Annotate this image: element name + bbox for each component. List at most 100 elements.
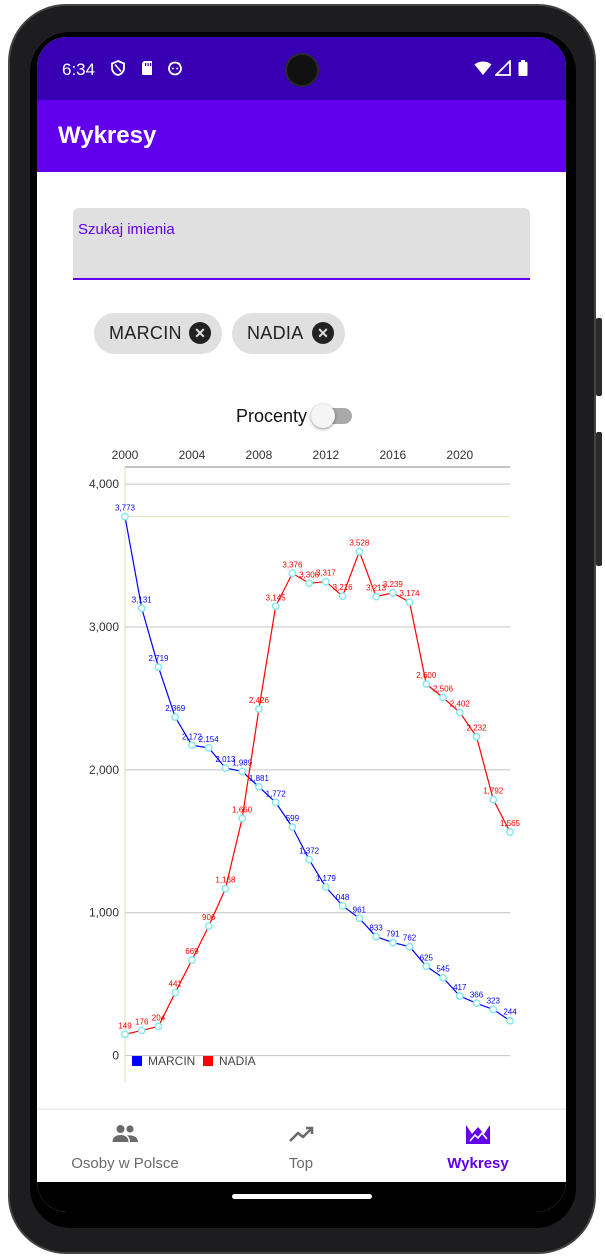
data-point-marcin xyxy=(121,512,129,521)
data-point-marcin xyxy=(388,938,397,947)
data-point-nadia xyxy=(121,1030,129,1039)
data-label-nadia: 3,376 xyxy=(282,560,303,569)
chip-close-icon[interactable]: ✕ xyxy=(312,322,334,344)
data-label-nadia: 204 xyxy=(152,1013,166,1022)
data-label-nadia: 906 xyxy=(202,913,216,922)
data-label-marcin: 2,172 xyxy=(182,732,203,741)
data-label-marcin: 833 xyxy=(369,924,383,933)
data-label-nadia: 1,792 xyxy=(483,787,504,796)
data-point-marcin xyxy=(439,973,447,982)
data-label-nadia: 3,239 xyxy=(383,580,404,589)
camera-cutout xyxy=(285,53,319,87)
data-point-nadia xyxy=(288,569,297,578)
data-label-marcin: 3,131 xyxy=(132,595,153,604)
data-label-nadia: 3,213 xyxy=(366,584,387,593)
power-button xyxy=(596,318,602,396)
data-point-nadia xyxy=(506,828,514,836)
data-label-marcin: 244 xyxy=(503,1008,517,1017)
gesture-handle[interactable] xyxy=(232,1194,372,1199)
search-field-label: Szukaj imienia xyxy=(78,221,175,238)
chip-marcin[interactable]: MARCIN ✕ xyxy=(94,313,222,354)
legend-swatch-marcin xyxy=(132,1056,142,1066)
nav-item-wykresy[interactable]: Wykresy xyxy=(390,1110,566,1182)
data-point-nadia xyxy=(188,956,196,964)
people-icon xyxy=(112,1125,138,1142)
data-label-marcin: 1,372 xyxy=(299,847,320,856)
x-tick-label: 2012 xyxy=(313,448,340,462)
data-label-nadia: 3,306 xyxy=(299,570,320,579)
data-label-nadia: 3,528 xyxy=(349,539,370,548)
data-point-nadia xyxy=(255,705,263,713)
chip-label: MARCIN xyxy=(109,323,182,343)
data-point-marcin xyxy=(355,914,364,923)
data-label-nadia: 441 xyxy=(169,980,183,989)
data-label-nadia: 3,174 xyxy=(400,589,421,598)
data-point-marcin xyxy=(305,855,314,864)
data-label-marcin: 625 xyxy=(420,953,434,962)
data-label-nadia: 3,216 xyxy=(333,583,354,592)
data-point-marcin xyxy=(405,942,414,951)
battery-icon xyxy=(518,60,528,76)
data-point-marcin xyxy=(422,962,431,971)
data-point-nadia xyxy=(338,592,347,601)
data-point-nadia xyxy=(388,588,397,597)
sd-card-icon xyxy=(142,61,152,75)
legend-label-nadia: NADIA xyxy=(219,1054,256,1068)
data-label-nadia: 2,402 xyxy=(450,699,471,708)
data-point-marcin xyxy=(338,901,347,910)
data-label-nadia: 176 xyxy=(135,1017,149,1026)
search-name-field[interactable]: Szukaj imienia xyxy=(73,208,530,280)
data-label-marcin: 1,881 xyxy=(249,774,270,783)
data-point-nadia xyxy=(305,579,314,588)
x-tick-label: 2004 xyxy=(179,448,206,462)
data-point-marcin xyxy=(271,798,280,807)
trending-up-icon xyxy=(289,1126,314,1142)
volume-button xyxy=(596,432,602,566)
data-label-marcin: 961 xyxy=(353,905,367,914)
data-point-marcin xyxy=(221,764,230,772)
data-label-marcin: 366 xyxy=(470,990,484,999)
data-point-nadia xyxy=(137,1026,146,1035)
data-label-nadia: 2,600 xyxy=(416,671,437,680)
chip-close-icon[interactable]: ✕ xyxy=(189,322,211,344)
data-point-marcin xyxy=(255,782,263,791)
screen: 6:34 Wykresy Szukaj imienia MARCIN ✕ NAD… xyxy=(37,37,566,1212)
data-point-marcin xyxy=(204,743,213,752)
data-point-marcin xyxy=(288,823,297,832)
status-bar: 6:34 xyxy=(37,37,566,100)
data-point-marcin xyxy=(455,992,464,1000)
nav-item-osoby[interactable]: Osoby w Polsce xyxy=(37,1110,213,1182)
data-label-marcin: 323 xyxy=(487,996,501,1005)
percent-toggle-thumb[interactable] xyxy=(311,404,335,428)
app-bar-title: Wykresy xyxy=(58,122,157,149)
wifi-icon xyxy=(474,61,492,75)
data-label-nadia: 2,426 xyxy=(249,696,270,705)
data-label-nadia: 1,168 xyxy=(215,876,236,885)
data-label-marcin: 1,989 xyxy=(232,758,253,767)
chip-nadia[interactable]: NADIA ✕ xyxy=(232,313,345,354)
data-point-nadia xyxy=(489,795,498,804)
data-point-marcin xyxy=(137,604,146,613)
app-bar: Wykresy xyxy=(37,100,566,172)
data-label-marcin: 545 xyxy=(436,965,450,974)
data-point-marcin xyxy=(506,1016,514,1025)
data-label-marcin: 762 xyxy=(403,934,417,943)
data-label-nadia: 1,660 xyxy=(232,805,253,814)
data-label-marcin: 2,369 xyxy=(165,704,186,713)
data-point-marcin xyxy=(188,741,196,750)
data-point-marcin xyxy=(372,932,380,941)
data-point-nadia xyxy=(455,708,464,717)
data-label-marcin: 2,154 xyxy=(199,735,220,744)
bottom-navigation: Osoby w Polsce Top Wykresy xyxy=(37,1110,566,1182)
data-label-nadia: 3,317 xyxy=(316,569,337,578)
x-tick-label: 2016 xyxy=(379,448,406,462)
data-point-nadia xyxy=(372,592,380,601)
data-label-nadia: 3,145 xyxy=(266,593,287,602)
data-point-nadia xyxy=(271,602,280,611)
x-tick-label: 2000 xyxy=(112,448,139,462)
data-label-marcin: 1,179 xyxy=(316,874,337,883)
nav-item-top[interactable]: Top xyxy=(213,1110,389,1182)
data-label-nadia: 1,565 xyxy=(500,819,521,828)
data-label-marcin: 1,772 xyxy=(266,789,287,798)
data-point-nadia xyxy=(171,988,180,997)
